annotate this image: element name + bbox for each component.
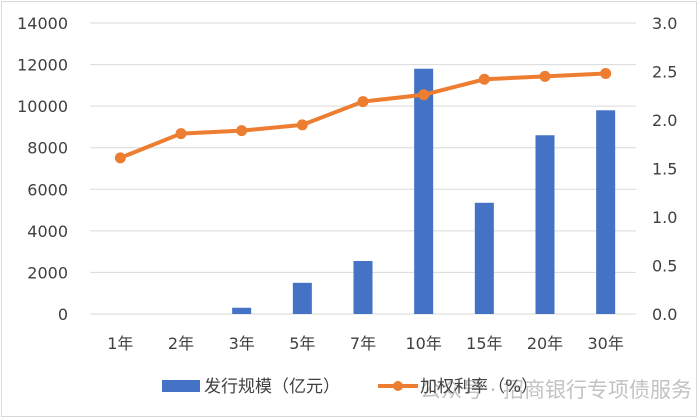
bar — [474, 202, 494, 314]
bar — [596, 110, 616, 314]
x-tick-label: 3年 — [229, 334, 255, 353]
line-marker — [175, 128, 187, 140]
legend-line-label: 加权利率（%） — [420, 377, 538, 397]
right-tick-label: 0.0 — [652, 305, 677, 324]
bar — [535, 135, 555, 314]
line-series — [114, 67, 612, 164]
left-tick-label: 6000 — [27, 180, 68, 199]
x-tick-label: 7年 — [350, 334, 376, 353]
legend: 发行规模（亿元） 加权利率（%） — [162, 377, 538, 397]
left-axis-ticks: 0 2000 4000 6000 8000 10000 12000 14000 — [17, 14, 68, 324]
bar-series — [232, 68, 616, 314]
right-tick-label: 1.0 — [652, 208, 677, 227]
x-tick-label: 15年 — [466, 334, 502, 353]
right-tick-label: 3.0 — [652, 14, 677, 33]
x-tick-label: 5年 — [289, 334, 315, 353]
x-tick-label: 1年 — [107, 334, 133, 353]
x-tick-label: 20年 — [527, 334, 563, 353]
x-tick-label: 10年 — [405, 334, 441, 353]
bar — [232, 307, 252, 314]
legend-bar-swatch — [162, 380, 200, 392]
line-marker — [478, 73, 490, 85]
bar — [292, 282, 312, 314]
left-tick-label: 0 — [58, 305, 68, 324]
legend-line-marker — [393, 381, 403, 391]
right-axis-ticks: 0.0 0.5 1.0 1.5 2.0 2.5 3.0 — [652, 14, 677, 324]
left-tick-label: 10000 — [17, 97, 68, 116]
bar — [414, 68, 434, 314]
legend-bar-label: 发行规模（亿元） — [204, 377, 340, 397]
x-tick-label: 30年 — [587, 334, 623, 353]
watermark: 公众号 · 招商银行专项债服务 — [420, 378, 693, 402]
line-marker — [296, 119, 308, 131]
left-tick-label: 12000 — [17, 56, 68, 75]
left-tick-label: 4000 — [27, 222, 68, 241]
right-tick-label: 2.5 — [652, 63, 677, 82]
line-marker — [600, 67, 612, 79]
bar — [353, 260, 373, 314]
left-tick-label: 2000 — [27, 263, 68, 282]
line-marker — [114, 152, 126, 164]
line-marker — [539, 70, 551, 82]
line-marker — [357, 96, 369, 108]
x-tick-label: 2年 — [168, 334, 194, 353]
x-axis-ticks: 1年 2年 3年 5年 7年 10年 15年 20年 30年 — [107, 334, 624, 353]
right-tick-label: 0.5 — [652, 257, 677, 276]
line-marker — [418, 89, 430, 101]
left-tick-label: 14000 — [17, 14, 68, 33]
right-tick-label: 2.0 — [652, 111, 677, 130]
left-tick-label: 8000 — [27, 139, 68, 158]
right-tick-label: 1.5 — [652, 160, 677, 179]
line-marker — [236, 125, 248, 137]
rate-line — [119, 71, 606, 160]
